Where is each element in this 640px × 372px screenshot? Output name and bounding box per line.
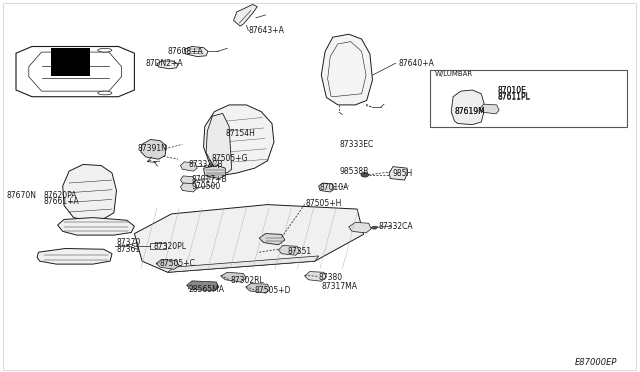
Text: 87380: 87380 [319,273,343,282]
Polygon shape [37,248,112,264]
Text: 87010E: 87010E [498,86,527,94]
Text: 87DN2+A: 87DN2+A [146,60,184,68]
Text: 87620PA: 87620PA [44,191,77,200]
Polygon shape [204,105,274,176]
Polygon shape [141,140,166,159]
Text: 87640+A: 87640+A [398,59,434,68]
Text: 87611PL: 87611PL [498,92,531,101]
Text: 98538B: 98538B [339,167,369,176]
Polygon shape [278,246,300,255]
Text: 87505+G: 87505+G [211,154,248,163]
Text: 87010A: 87010A [320,183,349,192]
Text: 87332CA: 87332CA [379,222,413,231]
Text: 87370: 87370 [116,238,141,247]
Text: 87505+C: 87505+C [160,259,196,268]
Text: 87505+D: 87505+D [255,286,291,295]
Text: 87317MA: 87317MA [321,282,357,291]
Polygon shape [29,52,122,91]
Text: 87333EC: 87333EC [339,140,374,149]
Text: 87505+H: 87505+H [306,199,342,208]
Text: 87643+A: 87643+A [248,26,284,35]
Polygon shape [349,222,371,233]
Polygon shape [16,46,134,97]
Ellipse shape [98,91,112,95]
FancyBboxPatch shape [430,70,627,127]
Circle shape [361,173,369,177]
Text: 87010E: 87010E [498,86,527,94]
Polygon shape [206,113,232,173]
Text: 87611PL: 87611PL [498,93,531,102]
Polygon shape [157,61,178,69]
Text: 87302RL: 87302RL [230,276,264,285]
Text: 87391N: 87391N [138,144,168,153]
Text: 87619M: 87619M [454,107,485,116]
Text: 87661+A: 87661+A [44,197,79,206]
Text: 28565MA: 28565MA [189,285,225,294]
Text: 87608+A: 87608+A [168,47,204,56]
Polygon shape [321,34,372,105]
Polygon shape [187,281,219,291]
Polygon shape [221,272,246,282]
Text: 87670N: 87670N [6,191,36,200]
Text: 87017+B: 87017+B [192,175,228,184]
Text: 985H: 985H [393,169,413,178]
Polygon shape [63,164,116,220]
Polygon shape [234,4,257,26]
Polygon shape [180,176,195,185]
Polygon shape [480,104,499,114]
Polygon shape [184,46,208,57]
Bar [150,243,166,249]
Polygon shape [204,166,225,179]
Polygon shape [180,183,197,192]
Bar [51,48,90,76]
Text: W/LUMBAR: W/LUMBAR [435,71,474,77]
Polygon shape [168,256,319,272]
Text: 87619M: 87619M [454,107,485,116]
Polygon shape [156,260,179,269]
Polygon shape [319,183,334,192]
Text: 87361: 87361 [116,245,141,254]
Circle shape [372,226,377,229]
Polygon shape [134,205,364,272]
Text: 87320PL: 87320PL [154,242,187,251]
Text: 87332CB: 87332CB [189,160,223,169]
Text: 970500: 970500 [192,182,221,191]
Polygon shape [58,218,134,235]
Text: 87154H: 87154H [225,129,255,138]
Polygon shape [180,162,197,171]
Polygon shape [389,167,407,180]
Polygon shape [451,90,485,125]
Polygon shape [246,283,270,293]
Polygon shape [259,234,285,245]
Ellipse shape [98,48,112,52]
Text: 87351: 87351 [288,247,312,256]
Text: E87000EP: E87000EP [575,358,618,367]
Polygon shape [305,272,326,281]
